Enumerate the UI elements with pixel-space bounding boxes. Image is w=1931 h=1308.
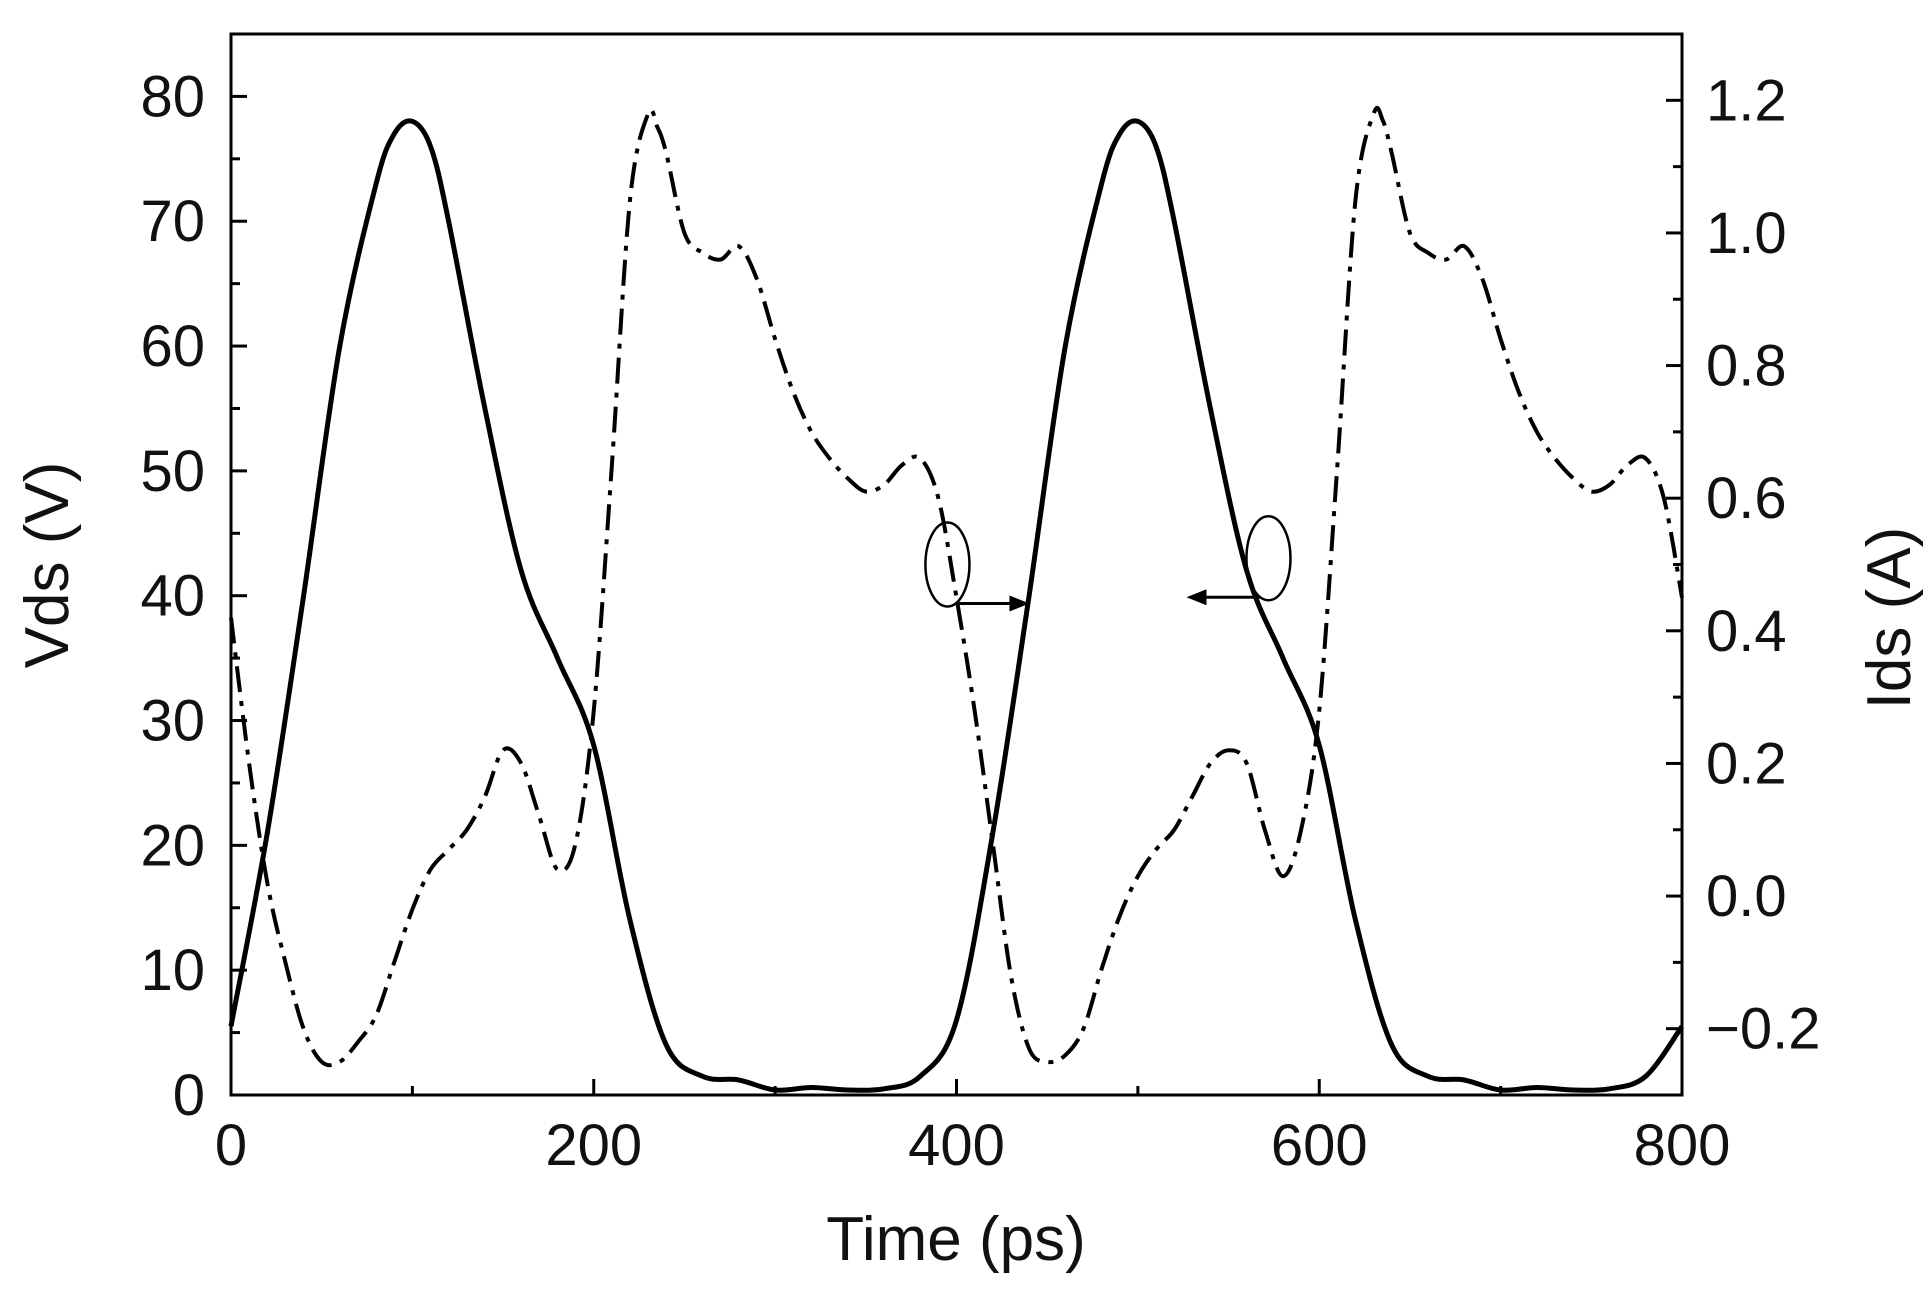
annotation-arrow-head [1186,589,1207,606]
x-axis-title: Time (ps) [826,1205,1085,1274]
plot-lines [228,106,1685,1093]
y2-axis-title: Ids (A) [1855,527,1924,710]
y2-tick-label: −0.2 [1706,997,1821,1062]
y2-tick-label: 0.2 [1706,731,1787,796]
y2-tick-label: 0.0 [1706,864,1787,929]
plot-frame [229,32,1684,1097]
y-tick-label: 80 [140,64,205,129]
y2-tick-label: 0.6 [1706,466,1787,531]
y-tick-label: 70 [140,189,205,254]
y2-tick-label: 1.0 [1706,201,1787,266]
y-axis-title: Vds (V) [13,462,82,669]
tick-labels: 0 200 400 600 800 0 10 20 30 40 50 60 70 80 −0.2 0.0 0.2… [140,64,1820,1178]
y-tick-label: 0 [173,1063,205,1128]
y-tick-label: 40 [140,564,205,629]
x-tick-label: 800 [1634,1113,1731,1178]
y2-tick-label: 1.2 [1706,68,1787,133]
y-tick-label: 60 [140,314,205,379]
y2-tick-label: 0.4 [1706,599,1787,664]
x-tick-label: 600 [1271,1113,1368,1178]
vds-series-line [228,118,1685,1093]
y-tick-label: 10 [140,938,205,1003]
annotations [924,515,1292,612]
annotation-ellipse [924,521,971,608]
x-tick-label: 200 [545,1113,642,1178]
y2-tick-label: 0.8 [1706,334,1787,399]
annotation-arrow-head [1009,595,1030,612]
x-tick-label: 0 [215,1113,247,1178]
y-tick-label: 20 [140,813,205,878]
x-tick-label: 400 [908,1113,1005,1178]
y-tick-label: 30 [140,689,205,754]
annotation-ellipse [1245,515,1292,602]
y-tick-label: 50 [140,439,205,504]
